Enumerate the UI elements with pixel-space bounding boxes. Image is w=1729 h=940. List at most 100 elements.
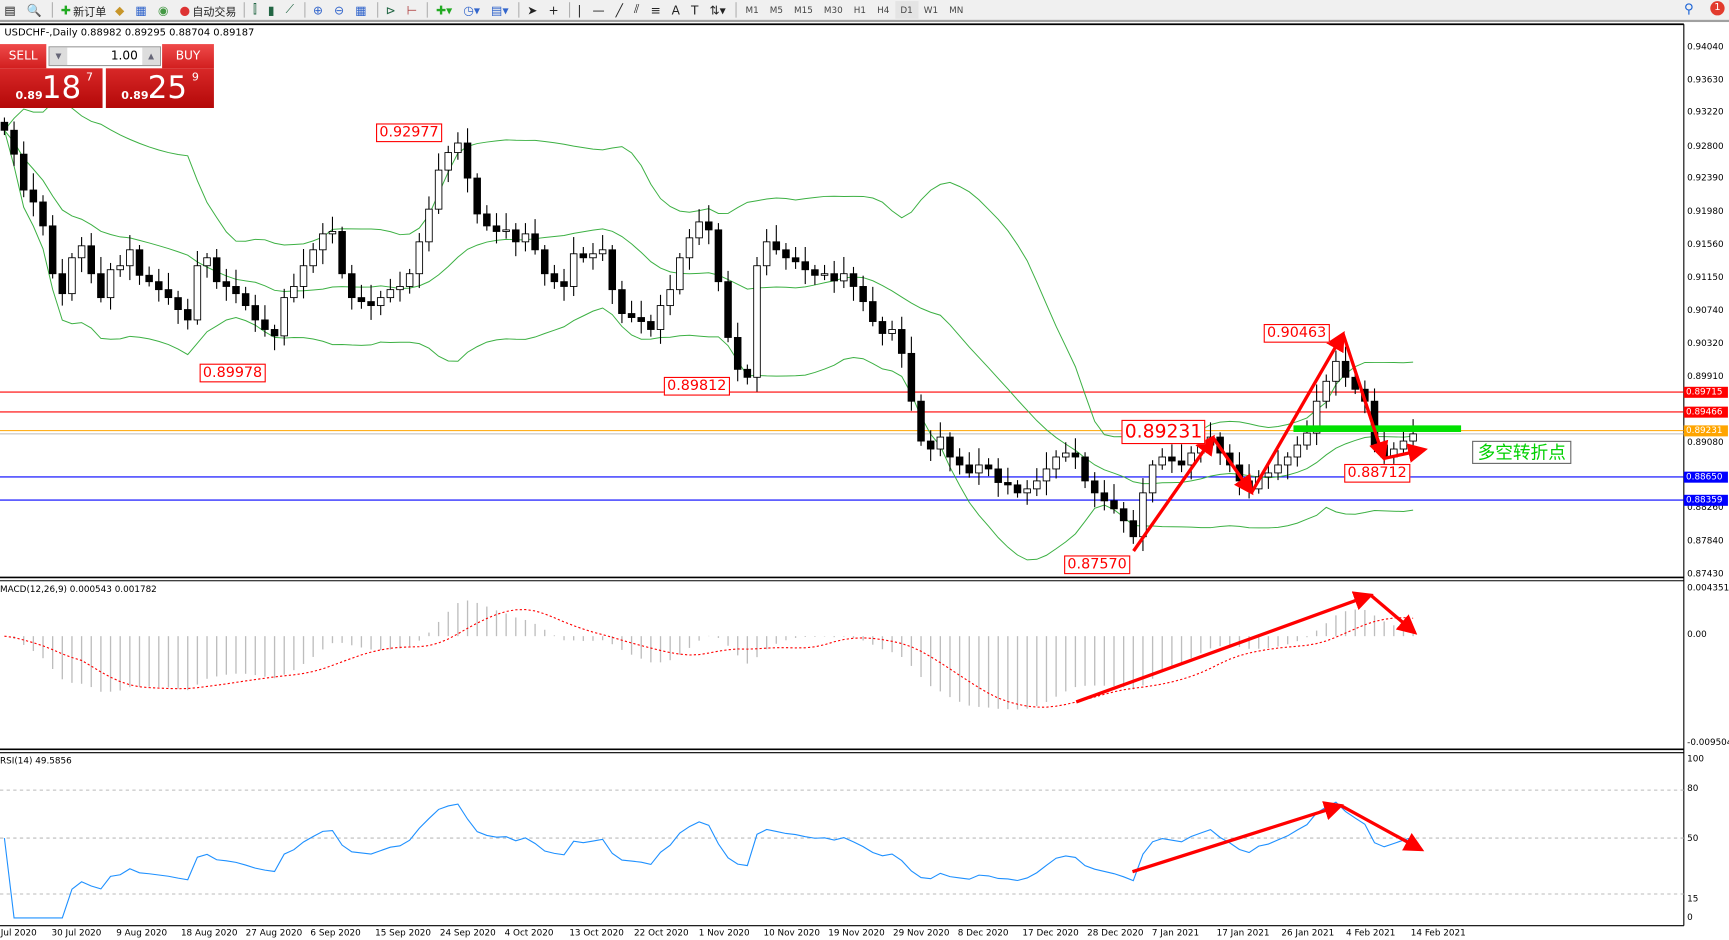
candle bbox=[473, 173, 481, 224]
sell-button[interactable]: SELL bbox=[0, 44, 47, 69]
fibonacci-button[interactable]: ≡ bbox=[646, 1, 667, 19]
trend-arrow bbox=[1250, 331, 1345, 494]
sell-price[interactable]: 0.89 18 7 bbox=[0, 68, 103, 108]
timeframe-m15[interactable]: M15 bbox=[794, 4, 813, 15]
notification-badge[interactable]: 1 bbox=[1710, 1, 1725, 16]
vertical-line-icon: | bbox=[577, 2, 582, 18]
candle bbox=[666, 274, 674, 316]
candle bbox=[290, 273, 298, 303]
new-chart-button[interactable]: ▤ bbox=[0, 1, 23, 19]
magnifier-icon: 🔍 bbox=[26, 2, 43, 18]
candle-body bbox=[1081, 456, 1089, 482]
candle-body bbox=[965, 464, 974, 474]
bar-chart-icon: ⫿ bbox=[252, 2, 257, 17]
candle-body bbox=[917, 400, 925, 442]
experts-button[interactable]: ◆ bbox=[111, 1, 131, 19]
timeframe-m5[interactable]: M5 bbox=[769, 4, 784, 15]
trendline-button[interactable]: ╱ bbox=[611, 1, 629, 19]
price-annotation: 0.89231 bbox=[1121, 419, 1206, 445]
candle-body bbox=[512, 229, 520, 243]
candle bbox=[328, 216, 337, 244]
candle bbox=[251, 294, 260, 332]
timeframe-d1[interactable]: D1 bbox=[894, 1, 919, 19]
cursor-button[interactable]: ➤ bbox=[523, 1, 544, 19]
trend-arrow bbox=[1211, 436, 1254, 496]
periods-button[interactable]: ◷▾ bbox=[459, 1, 487, 19]
zoom-profile-button[interactable]: 🔍 bbox=[23, 1, 49, 19]
search-icon[interactable]: ⚲ bbox=[1684, 1, 1694, 17]
line-chart-button[interactable]: ⟋ bbox=[281, 1, 301, 19]
candle bbox=[1332, 350, 1340, 396]
fibonacci-icon: ≡ bbox=[650, 2, 661, 18]
timeframe-m1[interactable]: M1 bbox=[745, 4, 759, 15]
auto-trading-button[interactable]: ● 自动交易 bbox=[175, 1, 241, 19]
bollinger-middle-band bbox=[4, 129, 1414, 485]
candle bbox=[888, 320, 896, 341]
price-axis-label: 0.93220 bbox=[1687, 107, 1724, 118]
indicator-add-icon: ✚▾ bbox=[435, 2, 453, 18]
candle-body bbox=[280, 297, 288, 337]
buy-button[interactable]: BUY bbox=[162, 44, 214, 69]
level-price-tag: 0.89466 bbox=[1683, 406, 1728, 418]
candle-body bbox=[386, 289, 395, 299]
candle-body bbox=[212, 257, 221, 283]
candle-body bbox=[830, 273, 838, 282]
lot-increase-icon[interactable]: ▲ bbox=[142, 47, 160, 66]
timeframe-h4[interactable]: H4 bbox=[877, 4, 890, 15]
timeframe-h1[interactable]: H1 bbox=[853, 4, 867, 15]
candle bbox=[849, 266, 858, 301]
text-button[interactable]: A bbox=[667, 1, 686, 19]
timeframe-w1[interactable]: W1 bbox=[923, 4, 939, 15]
price-annotation: 0.90463 bbox=[1263, 323, 1330, 343]
new-order-button[interactable]: ✚ 新订单 bbox=[56, 1, 110, 19]
zoom-in-button[interactable]: ⊕ bbox=[308, 1, 329, 19]
rsi-line bbox=[3, 801, 1414, 919]
candle-body bbox=[87, 245, 95, 275]
candle-body bbox=[820, 273, 829, 276]
templates-button[interactable]: ▤▾ bbox=[487, 1, 516, 19]
candle-body bbox=[1100, 492, 1109, 502]
candle-body bbox=[849, 273, 858, 287]
candle-body bbox=[145, 274, 153, 283]
candle-body bbox=[183, 309, 192, 321]
candle bbox=[1023, 480, 1031, 505]
candle bbox=[376, 290, 385, 316]
tile-windows-button[interactable]: ▦ bbox=[351, 1, 374, 19]
new-order-label: 新订单 bbox=[73, 6, 107, 19]
candle bbox=[1013, 480, 1022, 498]
crosshair-button[interactable]: + bbox=[544, 1, 565, 19]
candle-chart-button[interactable]: ▮ bbox=[263, 1, 281, 19]
chart-shift-button[interactable]: ⊢ bbox=[402, 1, 424, 19]
bar-chart-button[interactable]: ⫿ bbox=[249, 1, 264, 19]
buy-price[interactable]: 0.89 25 9 bbox=[105, 68, 214, 108]
timeframe-mn[interactable]: MN bbox=[949, 4, 964, 15]
vertical-line-button[interactable]: | bbox=[573, 1, 588, 19]
text-label-button[interactable]: T bbox=[687, 1, 705, 19]
auto-scroll-button[interactable]: ⊳ bbox=[381, 1, 402, 19]
arrows-button[interactable]: ⇅▾ bbox=[705, 1, 732, 19]
indicators-button[interactable]: ✚▾ bbox=[432, 1, 459, 19]
signals-button[interactable]: ◉ bbox=[153, 1, 175, 19]
candle bbox=[425, 196, 433, 252]
candle bbox=[241, 286, 250, 311]
date-axis-label: 13 Oct 2020 bbox=[569, 927, 624, 938]
date-axis-label: 9 Aug 2020 bbox=[116, 927, 168, 938]
timeframe-m30[interactable]: M30 bbox=[823, 4, 843, 15]
zoom-out-button[interactable]: ⊖ bbox=[330, 1, 351, 19]
candle-body bbox=[618, 289, 626, 314]
channel-button[interactable]: ⫽ bbox=[630, 1, 646, 19]
date-axis-label: 6 Sep 2020 bbox=[310, 927, 361, 938]
candle-body bbox=[77, 245, 86, 259]
candle bbox=[232, 269, 240, 304]
history-button[interactable]: ▦ bbox=[131, 1, 154, 19]
lot-size-input[interactable]: ▼ 1.00 ▲ bbox=[48, 46, 161, 67]
candle-body bbox=[743, 368, 752, 378]
candle bbox=[840, 256, 848, 289]
horizontal-line-button[interactable]: — bbox=[588, 1, 611, 19]
candle-body bbox=[338, 231, 346, 275]
price-axis-label: 0.92390 bbox=[1687, 173, 1724, 184]
candle bbox=[589, 243, 597, 270]
candle bbox=[87, 233, 95, 284]
lot-decrease-icon[interactable]: ▼ bbox=[49, 47, 68, 66]
